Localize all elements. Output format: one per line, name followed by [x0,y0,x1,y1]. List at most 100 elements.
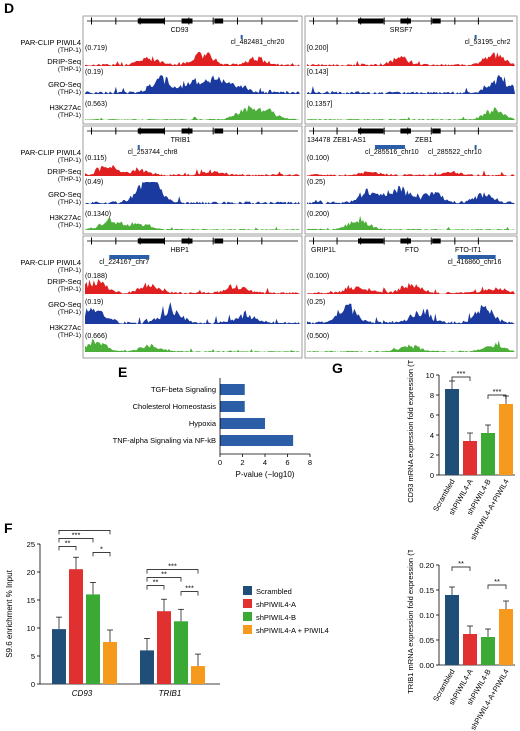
coordinate-label: 134478 [307,137,330,144]
y-tick-label: 2 [430,451,434,460]
x-tick-label: 4 [263,458,267,467]
sig-label: *** [72,530,81,539]
exon-tick [91,17,92,25]
sig-bracket [58,530,111,535]
track-label-name: DRIP-Seq [47,57,81,66]
piwi-cluster-bar [457,255,496,259]
gene-label: TRIB1 [171,137,191,144]
exon-tick [139,237,141,245]
sig-bracket [146,569,199,574]
exon [181,238,193,244]
piwi-cluster-bar [109,255,150,259]
pathway-label: Hypoxia [189,419,217,428]
exon-tick [212,127,214,135]
sig-label: * [100,544,103,553]
legend-label: Scrambled [256,587,292,596]
scale-label: (0.500) [307,333,329,340]
exon-tick [115,237,117,245]
exon [358,238,384,244]
signal-track [307,107,515,120]
track-label-name: PAR-CLIP PIWIL4 [20,258,81,267]
signal-track [307,170,515,176]
signal-track [85,51,300,66]
exon-tick [212,17,214,25]
sig-label: *** [493,387,502,396]
track-label-cell: (THP-1) [57,47,81,54]
track-label: DRIP-Seq (THP-1) [1,58,81,74]
exon-tick [336,127,338,135]
exon-tick [237,17,238,25]
exon-tick [454,127,456,135]
exon-tick [360,237,362,245]
track-label-cell: (THP-1) [57,199,81,206]
track-label-cell: (THP-1) [57,286,81,293]
gene-label: CD93 [171,27,189,34]
exon [358,18,384,24]
y-tick-label: 8 [430,391,434,400]
exon-tick [407,237,409,245]
track-label: DRIP-Seq (THP-1) [1,168,81,184]
legend-label: shPIWIL4-A + PIWIL4 [256,626,329,635]
exon-tick [360,17,362,25]
cd93-expression-chart: 0 2 4 6 8 10 CD93 mRNA expression fold express… [406,360,515,540]
y-tick-label: 25 [27,540,35,549]
exon [432,128,441,134]
signal-track [307,282,515,294]
signal-track [85,182,300,204]
scale-label: [0.200] [307,45,328,52]
signal-track [85,105,300,120]
exon-tick [383,127,385,135]
track-label: DRIP-Seq (THP-1) [1,278,81,294]
exon [214,238,224,244]
panel-letter-e: E [118,364,128,380]
bar [445,389,459,475]
exon-tick [139,127,141,135]
scale-label: (0.25) [307,179,325,186]
cluster-label: cl_253744_chr8 [128,149,178,156]
track-label-name: H3K27Ac [49,103,81,112]
bar [191,666,205,684]
exon [432,238,441,244]
exon [137,128,165,134]
piwi-cluster-bar [137,145,140,149]
exon-tick [336,17,338,25]
y-tick-label: 0 [430,471,434,480]
exon [181,128,193,134]
sig-bracket [487,394,507,399]
scale-label: (0.100) [307,155,329,162]
sig-bracket [487,584,507,589]
exon-tick [139,17,141,25]
signal-track [307,340,515,352]
sig-bracket [146,577,182,582]
signal-track [85,217,300,230]
bar [481,637,495,665]
track-label-cell: (THP-1) [57,222,81,229]
exon [400,238,411,244]
signal-track [85,279,300,294]
track-label-name: GRO-Seq [48,80,81,89]
track-label-name: H3K27Ac [49,323,81,332]
bar [69,569,83,684]
sig-bracket [451,566,471,571]
s96-enrichment-chart: 0 5 10 15 20 25 S9.6 enrichment % Input CD93 TRI… [5,530,329,698]
exon-tick [477,127,479,135]
cluster-label: cl_416860_chr16 [448,259,502,266]
x-axis-title: P-value (−log10) [236,470,295,479]
track-label-cell: (THP-1) [57,176,81,183]
sig-label: ** [82,530,88,531]
exon-tick [430,237,432,245]
signal-track [85,302,300,324]
track-label: H3K27Ac (THP-1) [1,104,81,120]
track-label-name: DRIP-Seq [47,167,81,176]
y-tick-label: 0.10 [419,611,434,620]
bar [103,642,117,684]
exon-tick [261,237,263,245]
scale-label: (0.188) [85,273,107,280]
y-tick-label: 0.20 [419,561,434,570]
exon-tick [188,127,190,135]
y-axis-title: S9.6 enrichment % Input [5,569,14,657]
sig-bracket [451,376,471,381]
category-label: TRIB1 [159,689,182,698]
sig-bracket [58,538,94,543]
panel-letter-d: D [4,0,15,16]
